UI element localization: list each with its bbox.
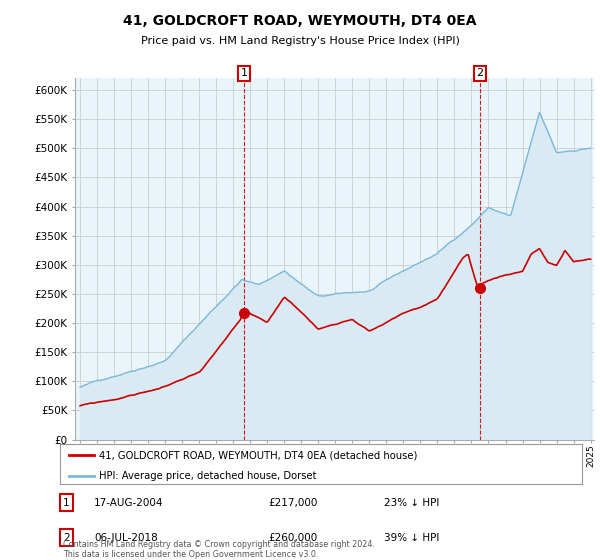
Text: 2: 2 xyxy=(476,68,484,78)
Text: 41, GOLDCROFT ROAD, WEYMOUTH, DT4 0EA (detached house): 41, GOLDCROFT ROAD, WEYMOUTH, DT4 0EA (d… xyxy=(99,450,418,460)
Text: 17-AUG-2004: 17-AUG-2004 xyxy=(94,498,163,507)
Text: 2: 2 xyxy=(63,533,70,543)
Text: Contains HM Land Registry data © Crown copyright and database right 2024.
This d: Contains HM Land Registry data © Crown c… xyxy=(63,540,375,559)
Text: 1: 1 xyxy=(63,498,70,507)
Text: 23% ↓ HPI: 23% ↓ HPI xyxy=(383,498,439,507)
Text: £260,000: £260,000 xyxy=(269,533,318,543)
Text: 06-JUL-2018: 06-JUL-2018 xyxy=(94,533,158,543)
Text: 41, GOLDCROFT ROAD, WEYMOUTH, DT4 0EA: 41, GOLDCROFT ROAD, WEYMOUTH, DT4 0EA xyxy=(123,14,477,28)
Text: £217,000: £217,000 xyxy=(269,498,318,507)
Text: Price paid vs. HM Land Registry's House Price Index (HPI): Price paid vs. HM Land Registry's House … xyxy=(140,36,460,46)
Text: HPI: Average price, detached house, Dorset: HPI: Average price, detached house, Dors… xyxy=(99,470,317,480)
Text: 1: 1 xyxy=(241,68,247,78)
Text: 39% ↓ HPI: 39% ↓ HPI xyxy=(383,533,439,543)
